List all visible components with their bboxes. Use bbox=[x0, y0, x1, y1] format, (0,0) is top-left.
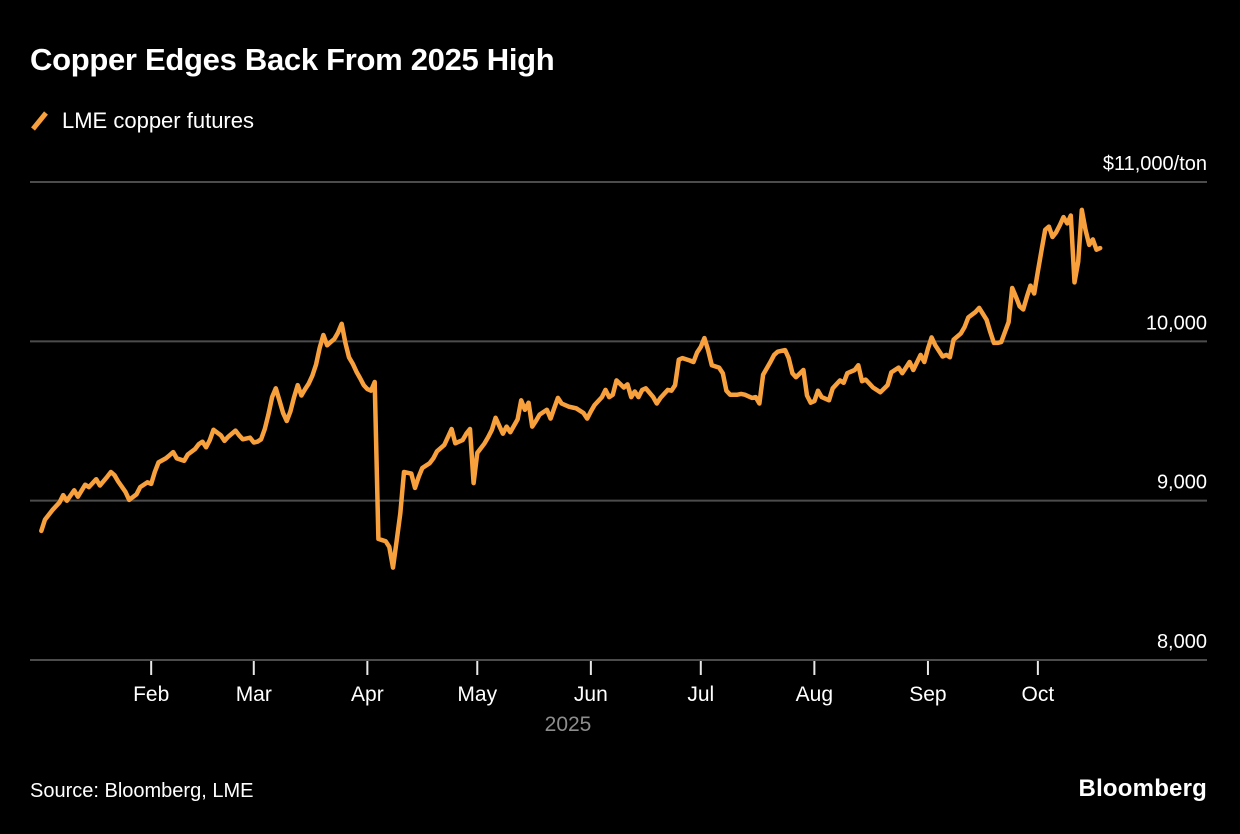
gridlines bbox=[30, 181, 1207, 661]
x-axis-label: Jun bbox=[574, 683, 608, 706]
x-axis-labels: Feb Mar Apr May Jun Jul Aug Sep Oct bbox=[133, 683, 1054, 706]
legend-label: LME copper futures bbox=[62, 108, 254, 133]
x-axis-label: May bbox=[457, 683, 497, 706]
page-title: Copper Edges Back From 2025 High bbox=[30, 42, 555, 77]
x-axis-label: Apr bbox=[351, 683, 384, 706]
x-axis-year-label: 2025 bbox=[545, 713, 592, 736]
x-axis-label: Feb bbox=[133, 683, 169, 706]
legend: LME copper futures bbox=[30, 108, 254, 134]
x-axis-label: Sep bbox=[909, 683, 946, 706]
y-axis-label: 9,000 bbox=[1157, 472, 1207, 494]
x-axis-label: Mar bbox=[236, 683, 272, 706]
x-axis-ticks bbox=[150, 661, 1039, 675]
price-line bbox=[39, 207, 1103, 570]
y-axis-label: 10,000 bbox=[1146, 312, 1207, 334]
x-axis-label: Oct bbox=[1022, 683, 1055, 706]
y-axis-labels: $11,000/ton 10,000 9,000 8,000 bbox=[1103, 153, 1207, 653]
source-note: Source: Bloomberg, LME bbox=[30, 780, 254, 802]
bloomberg-logo: Bloomberg bbox=[1078, 775, 1207, 802]
x-axis-label: Aug bbox=[796, 683, 833, 706]
legend-line-swatch-icon bbox=[31, 111, 48, 131]
y-axis-label: $11,000/ton bbox=[1103, 153, 1207, 175]
y-axis-label: 8,000 bbox=[1157, 631, 1207, 653]
x-axis-label: Jul bbox=[687, 683, 714, 706]
